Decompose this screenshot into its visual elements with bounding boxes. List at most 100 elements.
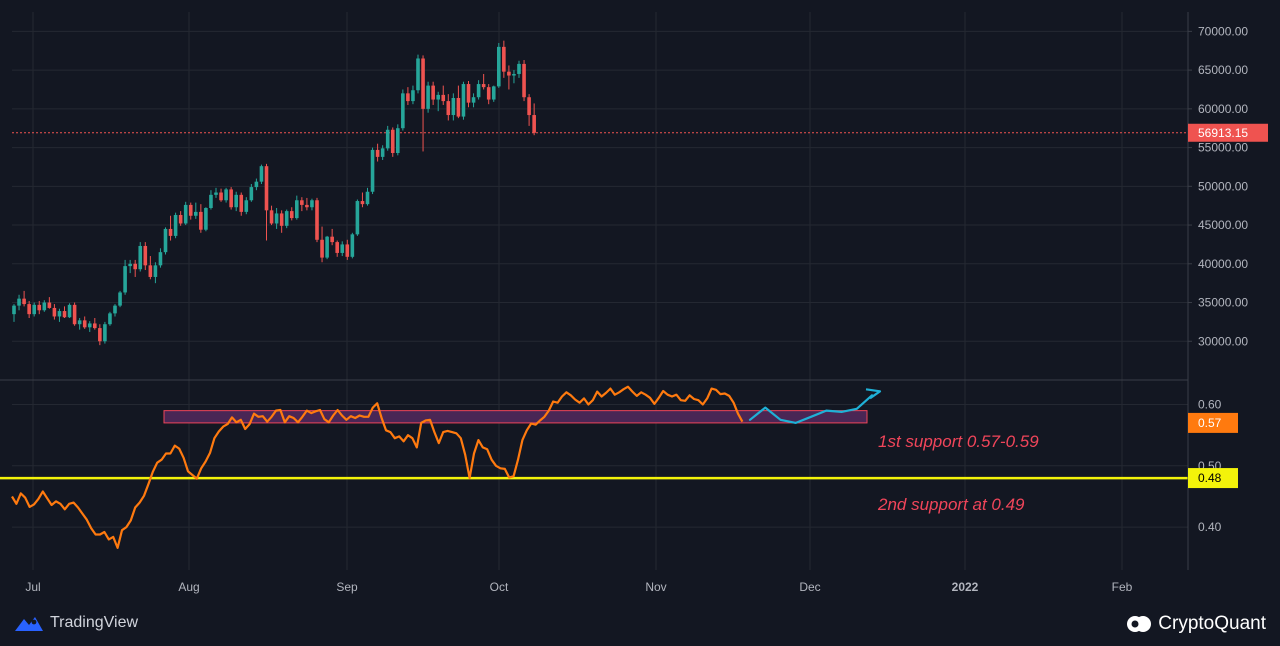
candle-body (310, 200, 314, 208)
candle-body (93, 323, 97, 329)
tradingview-brand[interactable]: TradingView (14, 614, 138, 632)
candle-body (375, 149, 380, 157)
candle-body (476, 84, 481, 98)
candle-body (507, 71, 511, 76)
candle-body (486, 87, 491, 100)
candle-body (315, 200, 319, 240)
price-tick-label: 30000.00 (1198, 334, 1248, 348)
candle-body (512, 73, 516, 76)
x-tick-label: Aug (178, 580, 199, 594)
candle-body (295, 200, 299, 219)
candle-body (17, 298, 21, 306)
candle-body (148, 265, 153, 277)
candle-body (12, 305, 16, 315)
candlestick-series (12, 40, 536, 346)
candle-body (350, 234, 355, 257)
candle-body (219, 192, 223, 201)
candle-body (259, 166, 264, 182)
candle-body (497, 46, 501, 87)
x-tick-label: Sep (336, 580, 358, 594)
candle-body (502, 46, 506, 72)
axes-layer: Jul Aug Sep Oct Nov Dec 2022 Feb 70000.00 65000.0… (25, 24, 1248, 594)
candle-body (517, 63, 521, 74)
candle-body (204, 208, 208, 230)
candle-body (234, 194, 238, 208)
candle-body (47, 302, 52, 308)
candle-body (284, 211, 289, 226)
candle-body (491, 86, 496, 100)
projection-arrow-layer (748, 388, 882, 424)
price-tick-label: 55000.00 (1198, 141, 1248, 155)
candle-body (300, 200, 304, 205)
candle-body (108, 313, 112, 325)
candle-body (82, 320, 87, 328)
candle-body (87, 323, 92, 328)
x-tick-label: 2022 (952, 580, 979, 594)
candle-body (27, 304, 31, 315)
x-tick-label: Oct (490, 580, 509, 594)
candle-body (138, 245, 143, 270)
price-tick-label: 60000.00 (1198, 102, 1248, 116)
candle-body (305, 204, 309, 208)
candle-body (143, 245, 148, 266)
cryptoquant-logo-icon (1127, 616, 1152, 632)
candle-body (466, 84, 471, 103)
price-tick-label: 45000.00 (1198, 218, 1248, 232)
candle-body (153, 265, 158, 277)
support-band (163, 410, 868, 424)
candle-body (451, 97, 456, 116)
candle-body (330, 236, 334, 243)
x-tick-label: Nov (645, 580, 666, 594)
tradingview-brand-label: TradingView (50, 614, 139, 631)
cryptoquant-brand[interactable]: CryptoQuant (1126, 613, 1266, 635)
candle-body (380, 148, 385, 157)
oscillator-tick-label: 0.40 (1198, 520, 1222, 534)
level-badge (1188, 468, 1238, 489)
price-labels-layer: 56913.15 0.48 0.57 (1188, 123, 1268, 489)
candle-body (128, 263, 132, 267)
candle-body (158, 252, 163, 266)
candle-body (254, 181, 259, 188)
candle-body (123, 266, 127, 293)
candle-body (244, 200, 249, 212)
candle-body (390, 129, 395, 154)
footer-bar: TradingView CryptoQuant (0, 604, 1280, 646)
support1-annotation: 1st support 0.57-0.59 (878, 432, 1039, 451)
candle-body (522, 63, 526, 98)
candle-body (431, 85, 435, 100)
oscillator-tick-label: 0.60 (1198, 398, 1222, 412)
candle-body (209, 194, 213, 209)
candle-body (199, 211, 203, 230)
candle-body (214, 192, 218, 195)
candle-body (365, 191, 370, 205)
candle-body (98, 328, 102, 342)
candle-body (461, 84, 466, 117)
candle-body (345, 244, 350, 257)
candle-body (289, 211, 294, 219)
level-label: 0.48 (1198, 471, 1222, 485)
candle-body (72, 304, 77, 325)
candle-body (269, 210, 274, 224)
candle-body (194, 211, 198, 216)
candle-body (173, 214, 178, 236)
x-tick-label: Jul (25, 580, 40, 594)
candle-body (62, 311, 67, 318)
last-price-badge (1188, 123, 1268, 142)
candle-body (67, 304, 72, 318)
chart-canvas[interactable]: Jul Aug Sep Oct Nov Dec 2022 Feb 70000.00 65000.0… (0, 0, 1280, 604)
candle-body (168, 228, 173, 236)
candle-body (481, 84, 486, 88)
oscillator-value-badge (1188, 412, 1238, 433)
last-price-label: 56913.15 (1198, 126, 1248, 140)
candle-body (320, 239, 324, 258)
candle-body (264, 166, 269, 211)
candle-body (188, 204, 193, 216)
candle-body (224, 189, 228, 201)
oscillator-value-label: 0.57 (1198, 416, 1222, 430)
candle-body (396, 128, 400, 154)
oscillator-series (11, 385, 744, 549)
candle-body (385, 129, 390, 149)
candle-body (441, 94, 446, 102)
candle-body (183, 204, 188, 224)
